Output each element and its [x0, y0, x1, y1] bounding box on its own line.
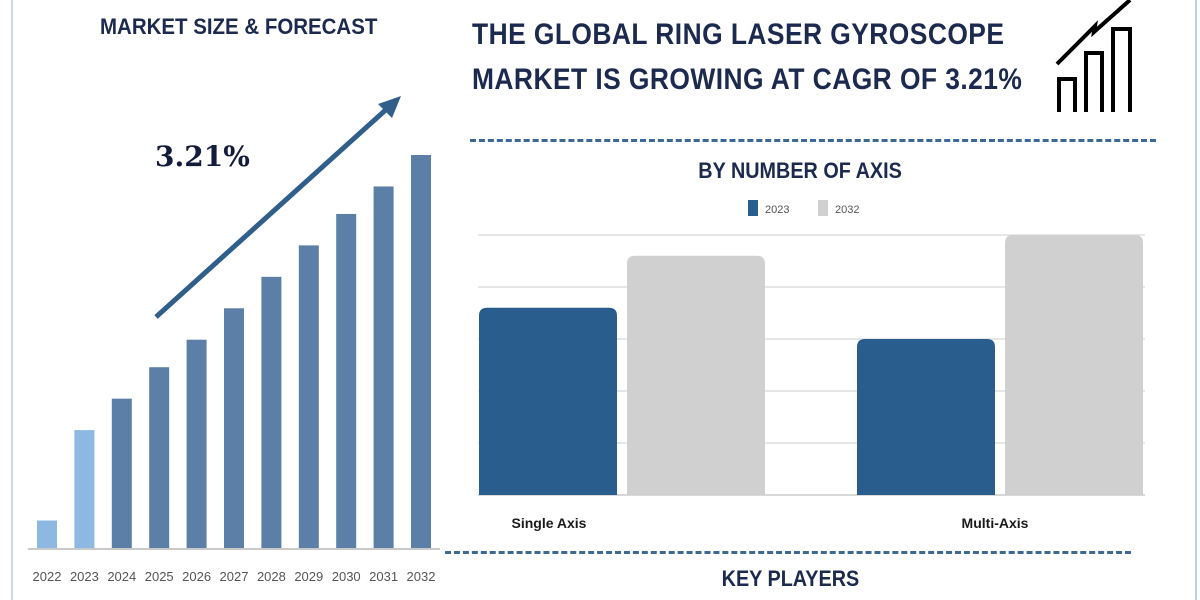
- bar-2032: [411, 155, 431, 548]
- x-tick-2032: 2032: [407, 569, 436, 584]
- legend-label-2023: 2023: [765, 204, 789, 216]
- legend-swatch-2032: [818, 200, 828, 216]
- bar-2023: [74, 430, 95, 548]
- bar-2031: [373, 186, 394, 548]
- bar-2027: [224, 308, 244, 548]
- x-tick-2029: 2029: [294, 569, 323, 584]
- bar-2029: [298, 245, 319, 548]
- bar-multi-axis-2032: [1005, 235, 1143, 495]
- bar-single-axis-2032: [627, 255, 765, 495]
- axis-chart-title: BY NUMBER OF AXIS: [698, 158, 902, 183]
- left-chart-title: MARKET SIZE & FORECAST: [100, 14, 378, 39]
- growth-chart-icon: [1055, 0, 1132, 112]
- x-tick-2030: 2030: [332, 569, 361, 584]
- left-border: [11, 0, 13, 600]
- right-border: [1195, 0, 1197, 600]
- main-title-line-2: MARKET IS GROWING AT CAGR OF 3.21%: [472, 63, 1023, 96]
- category-label-multi-axis: Multi-Axis: [962, 515, 1029, 531]
- divider-top: [470, 139, 1156, 142]
- category-label-single-axis: Single Axis: [512, 515, 587, 531]
- bar-multi-axis-2023: [857, 339, 995, 495]
- main-title-line-1: THE GLOBAL RING LASER GYROSCOPE: [472, 18, 1005, 51]
- x-tick-2022: 2022: [33, 569, 62, 584]
- x-tick-2028: 2028: [257, 569, 286, 584]
- x-tick-2023: 2023: [70, 569, 99, 584]
- trend-arrow: [154, 96, 401, 319]
- cagr-annotation: 3.21%: [155, 140, 250, 173]
- bar-2028: [261, 276, 282, 548]
- bar-2026: [186, 339, 207, 548]
- x-tick-2025: 2025: [145, 569, 174, 584]
- x-tick-2026: 2026: [182, 569, 211, 584]
- bar-2030: [336, 213, 357, 548]
- x-tick-2027: 2027: [220, 569, 249, 584]
- bar-2025: [149, 367, 170, 548]
- key-players-title: KEY PLAYERS: [721, 566, 859, 591]
- by-axis-chart: 2023 2032 Single Axis Multi-Axis: [478, 200, 1145, 531]
- divider-bottom: [445, 551, 1131, 554]
- bar-2024: [111, 398, 132, 548]
- market-size-chart: 2022 2023 2024 2025 2026 2027 2028 2029 2030 2031…: [28, 96, 440, 584]
- legend-swatch-2023: [748, 200, 758, 216]
- x-tick-2024: 2024: [107, 569, 136, 584]
- legend-label-2032: 2032: [835, 204, 859, 216]
- x-tick-2031: 2031: [369, 569, 398, 584]
- bar-single-axis-2023: [479, 307, 617, 495]
- bar-2022: [37, 520, 57, 548]
